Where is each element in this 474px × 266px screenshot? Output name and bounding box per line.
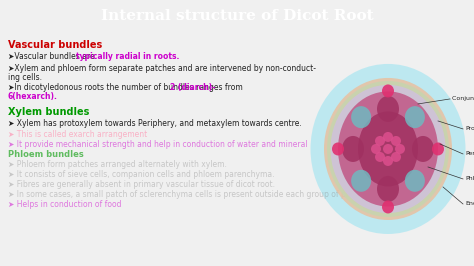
Text: ➤Xylem and phloem form separate patches and are intervened by non-conduct-: ➤Xylem and phloem form separate patches … xyxy=(8,64,316,73)
Text: ➤ In some cases, a small patch of sclerenchyma cells is present outside each gro: ➤ In some cases, a small patch of sclere… xyxy=(8,190,370,199)
Ellipse shape xyxy=(432,143,444,155)
Text: Internal structure of Dicot Root: Internal structure of Dicot Root xyxy=(100,9,374,23)
Text: ➤ Xylem has protoxylem towards Periphery, and metaxylem towards centre.: ➤ Xylem has protoxylem towards Periphery… xyxy=(8,119,302,128)
Ellipse shape xyxy=(332,143,344,155)
Ellipse shape xyxy=(405,106,425,128)
Text: ➤ This is called exarch arrangement: ➤ This is called exarch arrangement xyxy=(8,130,147,139)
Text: ➤ It provide mechanical strength and help in conduction of water and mineral: ➤ It provide mechanical strength and hel… xyxy=(8,140,308,149)
Ellipse shape xyxy=(412,136,434,162)
Ellipse shape xyxy=(377,176,399,202)
Ellipse shape xyxy=(310,64,465,234)
Text: ➤ It consists of sieve cells, companion cells and phloem parenchyma.: ➤ It consists of sieve cells, companion … xyxy=(8,170,274,179)
Ellipse shape xyxy=(391,136,401,146)
Ellipse shape xyxy=(375,152,385,162)
Ellipse shape xyxy=(358,111,418,186)
Text: Pericycle: Pericycle xyxy=(465,151,474,156)
Text: ➤ Phloem form patches arranged alternately with xylem.: ➤ Phloem form patches arranged alternate… xyxy=(8,160,227,169)
Text: Endodermis: Endodermis xyxy=(465,201,474,206)
Text: ➤Vascular bundles are: ➤Vascular bundles are xyxy=(8,52,97,61)
Text: 6(hexarch).: 6(hexarch). xyxy=(8,92,58,101)
Text: ➤ Helps in conduction of food: ➤ Helps in conduction of food xyxy=(8,200,121,209)
Ellipse shape xyxy=(342,136,364,162)
Text: Xylem bundles: Xylem bundles xyxy=(8,107,90,117)
Ellipse shape xyxy=(383,156,393,166)
Ellipse shape xyxy=(375,136,385,146)
Ellipse shape xyxy=(383,132,393,142)
Text: typically radial in roots.: typically radial in roots. xyxy=(76,52,179,61)
Ellipse shape xyxy=(395,144,405,154)
Ellipse shape xyxy=(330,85,446,213)
Ellipse shape xyxy=(338,92,438,206)
Text: ➤ Fibres are generally absent in primary vascular tissue of dicot root.: ➤ Fibres are generally absent in primary… xyxy=(8,180,275,189)
Text: ➤In dicotyledonous roots the number of bundles ranges from: ➤In dicotyledonous roots the number of b… xyxy=(8,83,245,92)
Text: ing cells.: ing cells. xyxy=(8,73,42,82)
Text: Conjunctive tissue: Conjunctive tissue xyxy=(452,97,474,101)
Text: 2 (diarch)-: 2 (diarch)- xyxy=(170,83,215,92)
Ellipse shape xyxy=(371,144,381,154)
Ellipse shape xyxy=(382,84,394,97)
Text: Phloem: Phloem xyxy=(465,176,474,181)
Ellipse shape xyxy=(327,81,449,217)
Ellipse shape xyxy=(391,152,401,162)
Ellipse shape xyxy=(382,201,394,214)
Text: Phloem bundles: Phloem bundles xyxy=(8,150,84,159)
Ellipse shape xyxy=(324,78,452,220)
Ellipse shape xyxy=(383,144,393,154)
Ellipse shape xyxy=(351,170,371,192)
Ellipse shape xyxy=(351,106,371,128)
Text: Protoxylem: Protoxylem xyxy=(465,126,474,131)
Text: Vascular bundles: Vascular bundles xyxy=(8,40,102,50)
Ellipse shape xyxy=(405,170,425,192)
Ellipse shape xyxy=(377,96,399,122)
